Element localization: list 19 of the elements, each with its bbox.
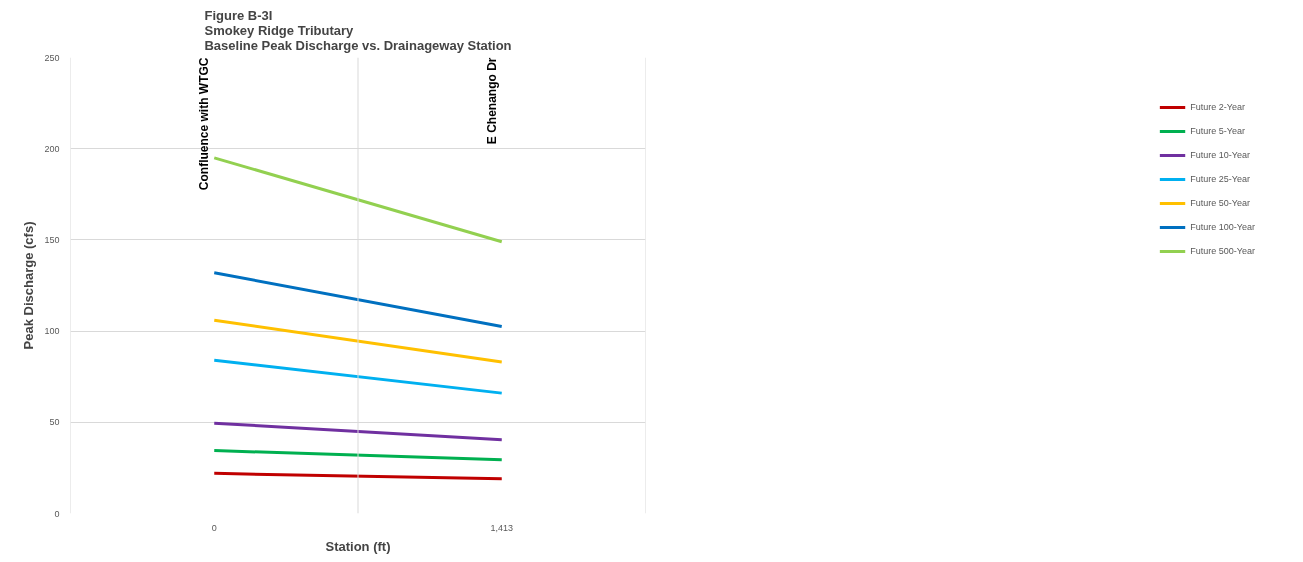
legend-label: Future 100-Year xyxy=(1190,221,1255,233)
y-tick-label: 100 xyxy=(44,326,60,337)
legend-label: Future 2-Year xyxy=(1190,101,1245,113)
legend-label: Future 5-Year xyxy=(1190,125,1245,137)
y-tick-label: 150 xyxy=(44,234,60,245)
annotation: Confluence with WTGC xyxy=(197,57,212,191)
legend-label: Future 25-Year xyxy=(1190,173,1250,185)
annotation: E Chenango Dr xyxy=(484,57,499,145)
y-tick-label: 50 xyxy=(49,417,60,428)
legend-label: Future 500-Year xyxy=(1190,245,1255,257)
x-tick-label: 1,413 xyxy=(490,522,514,533)
y-axis-title: Peak Discharge (cfs) xyxy=(21,221,37,350)
legend-label: Future 10-Year xyxy=(1190,149,1250,161)
y-tick-label: 200 xyxy=(44,143,60,154)
y-tick-label: 250 xyxy=(44,52,60,63)
x-axis-title: Station (ft) xyxy=(325,538,391,554)
legend-label: Future 50-Year xyxy=(1190,197,1250,209)
y-tick-label: 0 xyxy=(54,508,60,519)
chart-title: Figure B-3I Smokey Ridge Tributary Baseline Peak Discharge vs. Drainageway Station xyxy=(204,7,512,53)
